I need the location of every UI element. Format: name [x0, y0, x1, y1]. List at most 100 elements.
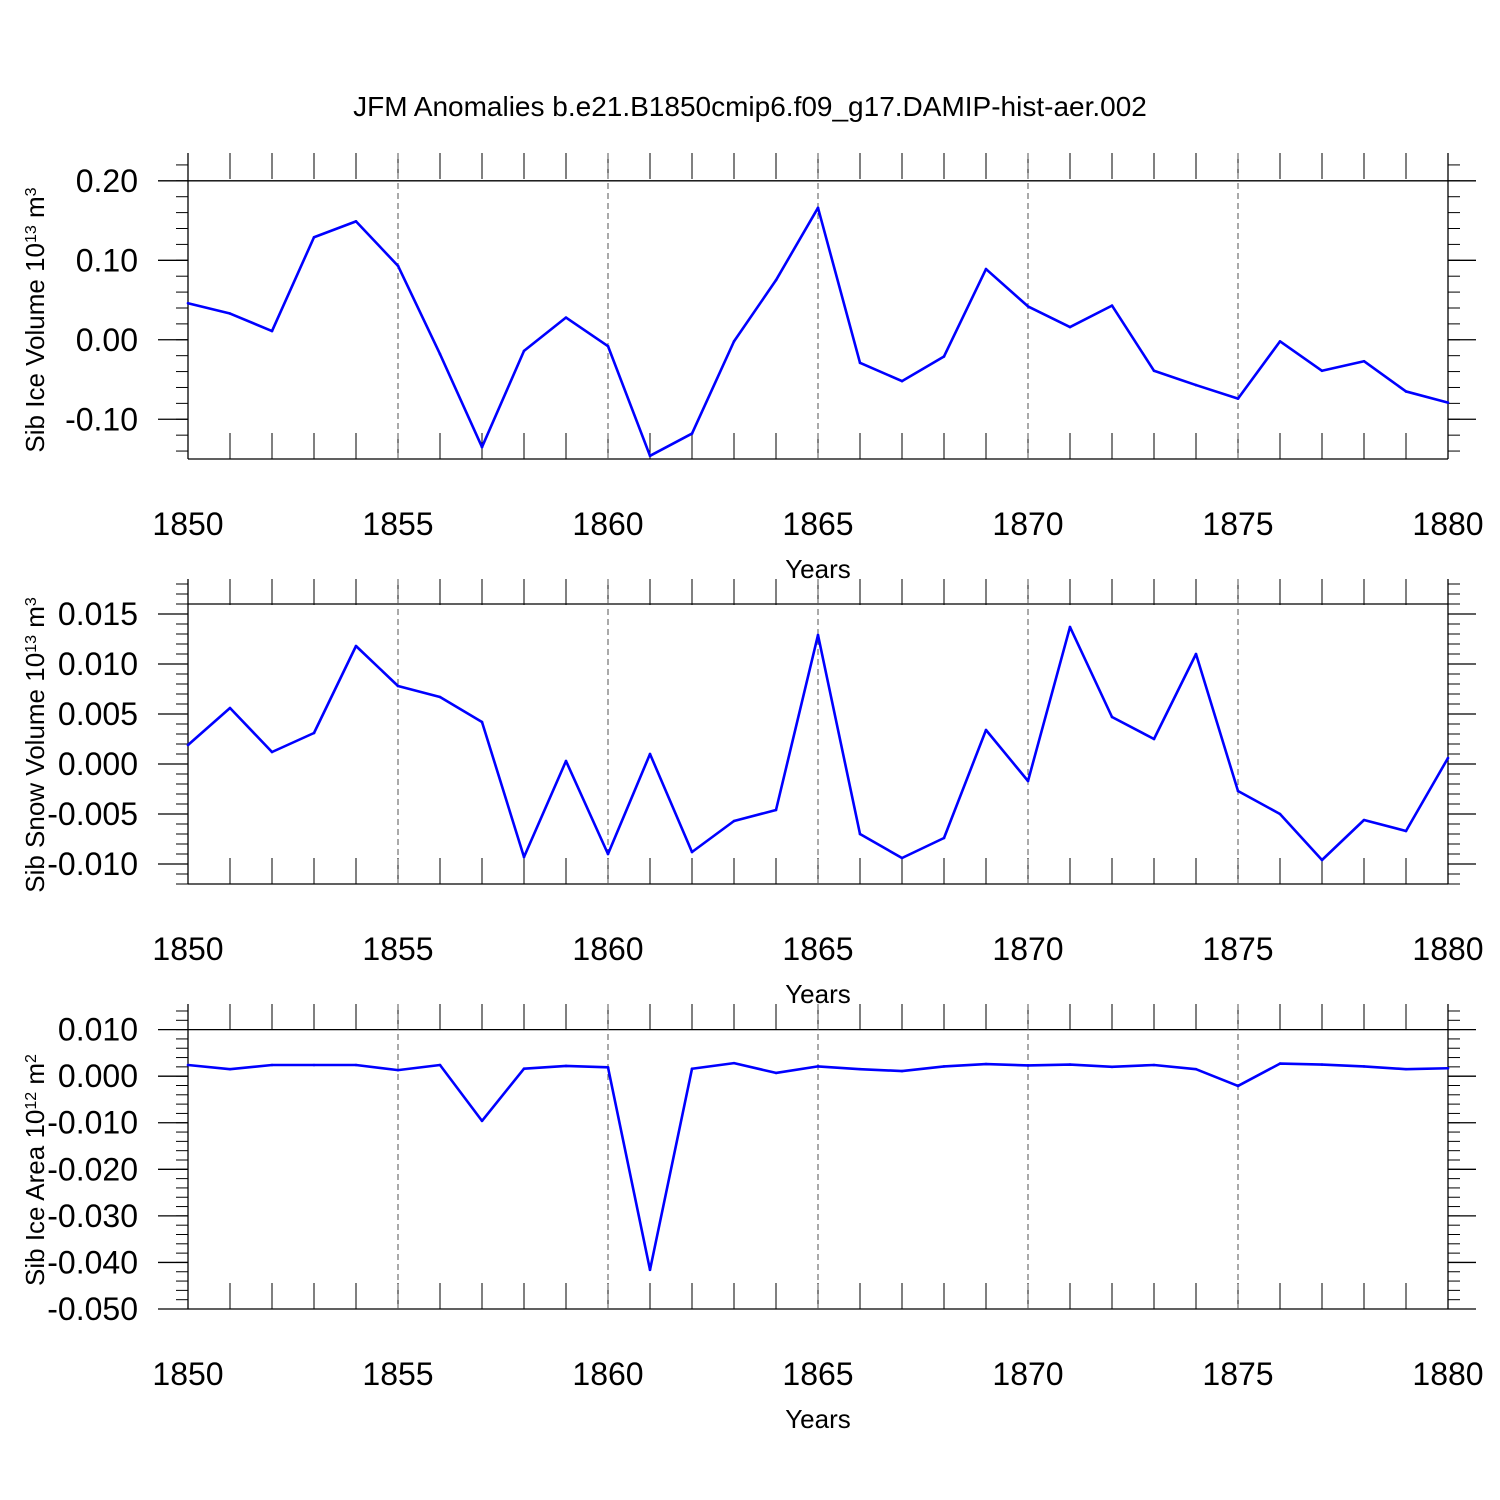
chart-data-2-point-1869	[984, 1062, 988, 1066]
chart-data-1-point-1869	[984, 728, 988, 732]
chart-data-1-point-1871	[1068, 625, 1072, 629]
y-axis-title: Sib Snow Volume 1013 m3	[20, 597, 50, 893]
x-axis-title: Years	[785, 1404, 851, 1434]
chart-data-2-point-1851	[228, 1067, 232, 1071]
y-axis-title-text: m	[20, 196, 50, 225]
chart-data-2-point-1868	[942, 1065, 946, 1068]
chart-data-1-point-1850	[186, 743, 190, 747]
x-tick-label: 1880	[1412, 931, 1483, 967]
chart-data-2-point-1857	[480, 1119, 484, 1123]
y-axis-title-text: Sib Snow Volume 10	[20, 653, 50, 893]
chart-data-2-point-1865	[816, 1065, 820, 1068]
y-tick-label: -0.010	[47, 1105, 138, 1141]
chart-data-0-point-1863	[732, 340, 736, 343]
y-axis-title: Sib Ice Volume 1013 m3	[20, 187, 50, 452]
chart-data-2-point-1861	[648, 1268, 652, 1272]
chart-data-2-point-1867	[900, 1069, 904, 1073]
chart-data-1-point-1867	[900, 856, 904, 860]
chart-data-2-point-1864	[774, 1071, 778, 1075]
chart-data-2-point-1873	[1152, 1063, 1156, 1067]
x-tick-label: 1865	[782, 506, 853, 542]
chart-data-0-point-1858	[522, 349, 526, 353]
chart-data-2-point-1858	[522, 1067, 526, 1071]
chart-data-2-point-1871	[1068, 1063, 1072, 1066]
chart-data-0-point-1855	[396, 264, 400, 268]
chart-data-1-point-1860	[606, 852, 610, 856]
chart-data-1-point-1864	[774, 808, 778, 812]
x-tick-label: 1860	[572, 1356, 643, 1392]
chart-data-2-point-1877	[1320, 1063, 1324, 1066]
chart-data-0-point-1856	[438, 352, 442, 356]
y-axis-title-exponent: 13	[23, 635, 40, 653]
y-tick-label: 0.00	[76, 322, 138, 358]
chart-data-1-point-1853	[312, 731, 316, 735]
chart-data-0-point-1851	[228, 312, 232, 315]
y-tick-label: 0.000	[58, 1058, 138, 1094]
chart-data-0-point-1862	[690, 432, 694, 435]
chart-data-1-point-1870	[1026, 779, 1030, 783]
y-tick-label: 0.010	[58, 1012, 138, 1048]
y-tick-label: -0.040	[47, 1244, 138, 1280]
chart-data-0-point-1873	[1152, 369, 1156, 373]
chart-data-0-point-1878	[1362, 359, 1366, 363]
chart-data-0-point-1874	[1194, 383, 1198, 387]
x-tick-label: 1860	[572, 931, 643, 967]
y-tick-label: 0.005	[58, 696, 138, 732]
y-axis-title-exponent: 13	[23, 225, 40, 243]
y-axis-title-text: Sib Ice Volume 10	[20, 243, 50, 453]
chart-data-2-point-1860	[606, 1066, 610, 1069]
panel-sib-ice-area: 0.010 0.000 -0.010 -0.020 -0.030 -0.040 -0.050…	[20, 1004, 1484, 1434]
chart-data-0-point-1875	[1236, 397, 1240, 400]
y-axis-title-text: Sib Ice Area 10	[20, 1110, 50, 1286]
x-tick-label: 1855	[362, 931, 433, 967]
y-tick-label: 0.015	[58, 596, 138, 632]
chart-data-1-point-1872	[1110, 715, 1114, 719]
x-tick-label: 1850	[152, 1356, 223, 1392]
x-tick-label: 1865	[782, 931, 853, 967]
chart-data-1-point-1863	[732, 819, 736, 823]
y-tick-label: 0.010	[58, 646, 138, 682]
chart-data-0-point-1871	[1068, 325, 1072, 329]
y-tick-label: -0.030	[47, 1198, 138, 1234]
x-tick-label: 1860	[572, 506, 643, 542]
chart-data-0-point-1866	[858, 361, 862, 365]
chart-data-0-point-1854	[354, 220, 358, 223]
y-tick-label: 0.10	[76, 242, 138, 278]
y-axis-title-text: m	[20, 606, 50, 635]
x-tick-label: 1870	[992, 506, 1063, 542]
chart-data-2-point-1852	[270, 1063, 274, 1067]
chart-data-2-point-1862	[690, 1067, 694, 1071]
chart-data-1-point-1855	[396, 684, 400, 688]
chart-data-0-point-1859	[564, 316, 568, 319]
chart-data-0-point-1876	[1278, 340, 1282, 343]
y-tick-label: 0.000	[58, 746, 138, 782]
y-axis-title-exponent: 2	[23, 1054, 40, 1063]
chart-data-1-point-1876	[1278, 812, 1282, 816]
chart-data-1-point-1878	[1362, 818, 1366, 822]
x-tick-label: 1855	[362, 1356, 433, 1392]
chart-data-0-point-1853	[312, 235, 316, 239]
x-tick-label: 1850	[152, 931, 223, 967]
chart-data-2-point-1853	[312, 1063, 316, 1067]
chart-data-0-point-1857	[480, 445, 484, 449]
y-axis-title-exponent: 12	[23, 1092, 40, 1110]
x-tick-label: 1855	[362, 506, 433, 542]
chart-data-1-point-1877	[1320, 858, 1324, 862]
chart-data-0-point-1852	[270, 329, 274, 333]
chart-data-2-point-1875	[1236, 1084, 1240, 1088]
chart-data-1-point-1862	[690, 850, 694, 854]
chart-data-1-point-1875	[1236, 789, 1240, 793]
chart-data-2-point-1850	[186, 1063, 190, 1067]
chart-data-0-point-1861	[648, 454, 652, 458]
chart-data-1-point-1856	[438, 695, 442, 699]
chart-data-0-point-1872	[1110, 304, 1114, 307]
x-tick-label: 1875	[1202, 506, 1273, 542]
chart-data-0-point-1869	[984, 267, 988, 271]
x-tick-label: 1875	[1202, 1356, 1273, 1392]
x-tick-label: 1870	[992, 1356, 1063, 1392]
y-axis-title-exponent: 3	[23, 597, 40, 606]
figure-title: JFM Anomalies b.e21.B1850cmip6.f09_g17.D…	[353, 91, 1147, 122]
chart-data-0-point-1880	[1446, 401, 1450, 404]
chart-data-0-point-1867	[900, 379, 904, 383]
